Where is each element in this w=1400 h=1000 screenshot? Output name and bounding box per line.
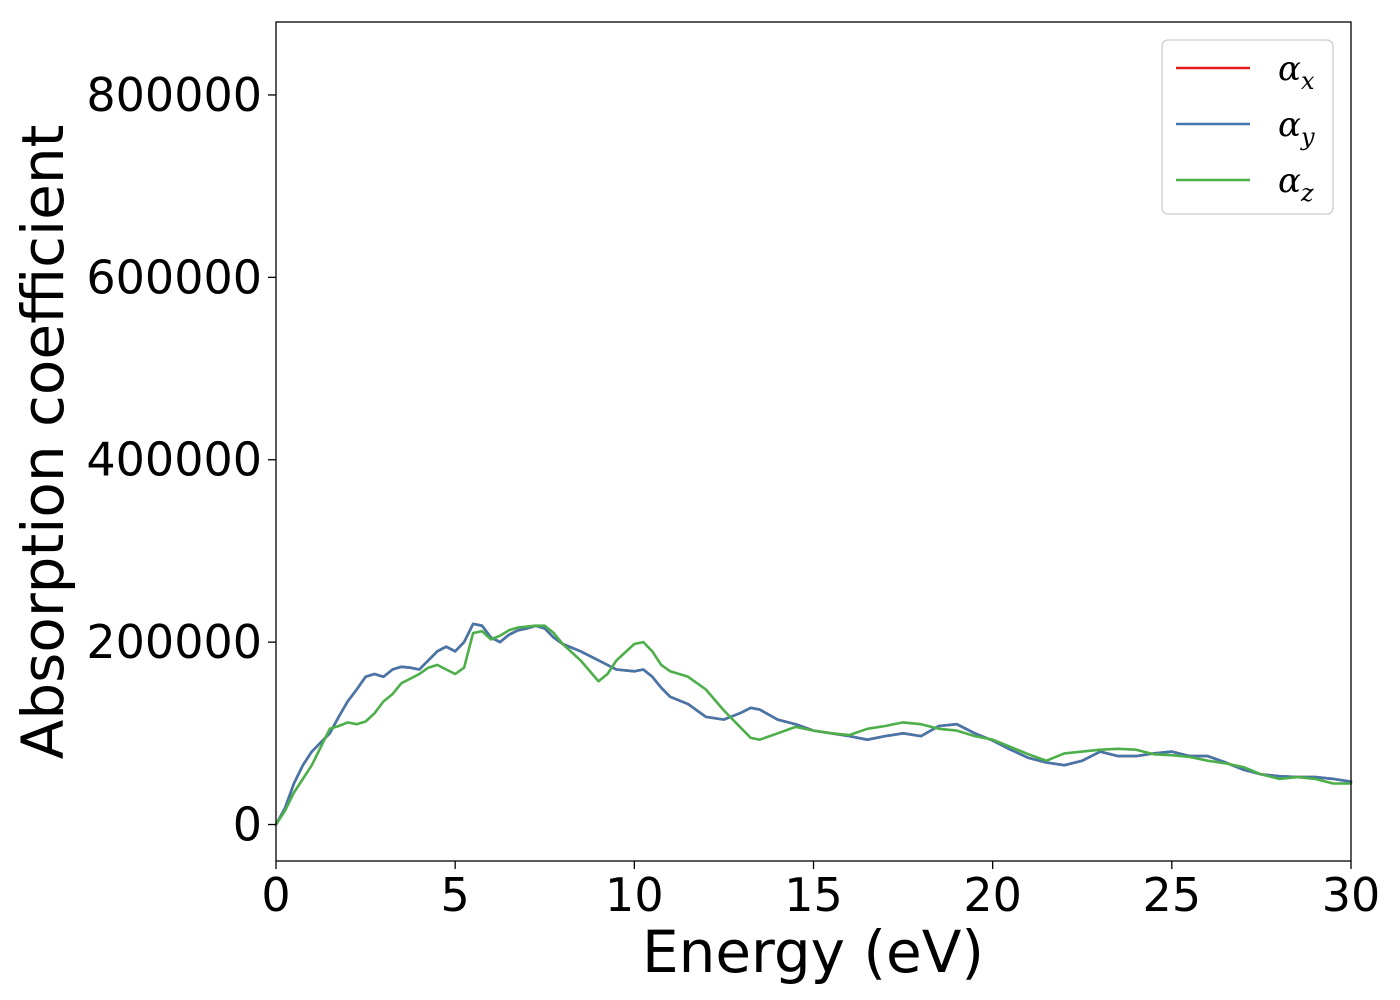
series-layer — [274, 622, 1353, 826]
x-tick-label: 5 — [441, 868, 470, 922]
series-line-y — [274, 622, 1353, 826]
legend-label-y: αy — [1278, 105, 1315, 151]
series-line-z — [274, 624, 1353, 826]
y-tick-label: 400000 — [86, 433, 262, 487]
x-tick-label: 30 — [1322, 868, 1381, 922]
y-tick-label: 0 — [233, 798, 262, 852]
legend-label-subscript: z — [1300, 179, 1314, 207]
y-tick-label: 800000 — [86, 68, 262, 122]
legend-label-x: αx — [1278, 49, 1315, 95]
x-axis-ticks: 0 5 10 15 20 25 30 — [261, 861, 1380, 922]
x-tick-label: 20 — [963, 868, 1022, 922]
x-tick-label: 0 — [261, 868, 290, 922]
x-axis-label: Energy (eV) — [642, 918, 984, 986]
x-tick-label: 15 — [784, 868, 843, 922]
y-tick-label: 600000 — [86, 250, 262, 304]
x-tick-label: 10 — [605, 868, 664, 922]
y-axis-label: Absorption coefficient — [9, 125, 77, 760]
y-tick-label: 200000 — [86, 615, 262, 669]
legend-label-base: α — [1278, 49, 1301, 89]
legend-label-base: α — [1278, 105, 1301, 145]
legend-box — [1161, 39, 1334, 215]
legend-label-base: α — [1278, 161, 1301, 201]
legend-label-subscript: x — [1301, 67, 1315, 95]
legend-label-subscript: y — [1300, 123, 1315, 151]
legend-label-z: αz — [1278, 161, 1314, 207]
x-tick-label: 25 — [1143, 868, 1202, 922]
y-axis-ticks: 0 200000 400000 600000 800000 — [86, 68, 276, 852]
